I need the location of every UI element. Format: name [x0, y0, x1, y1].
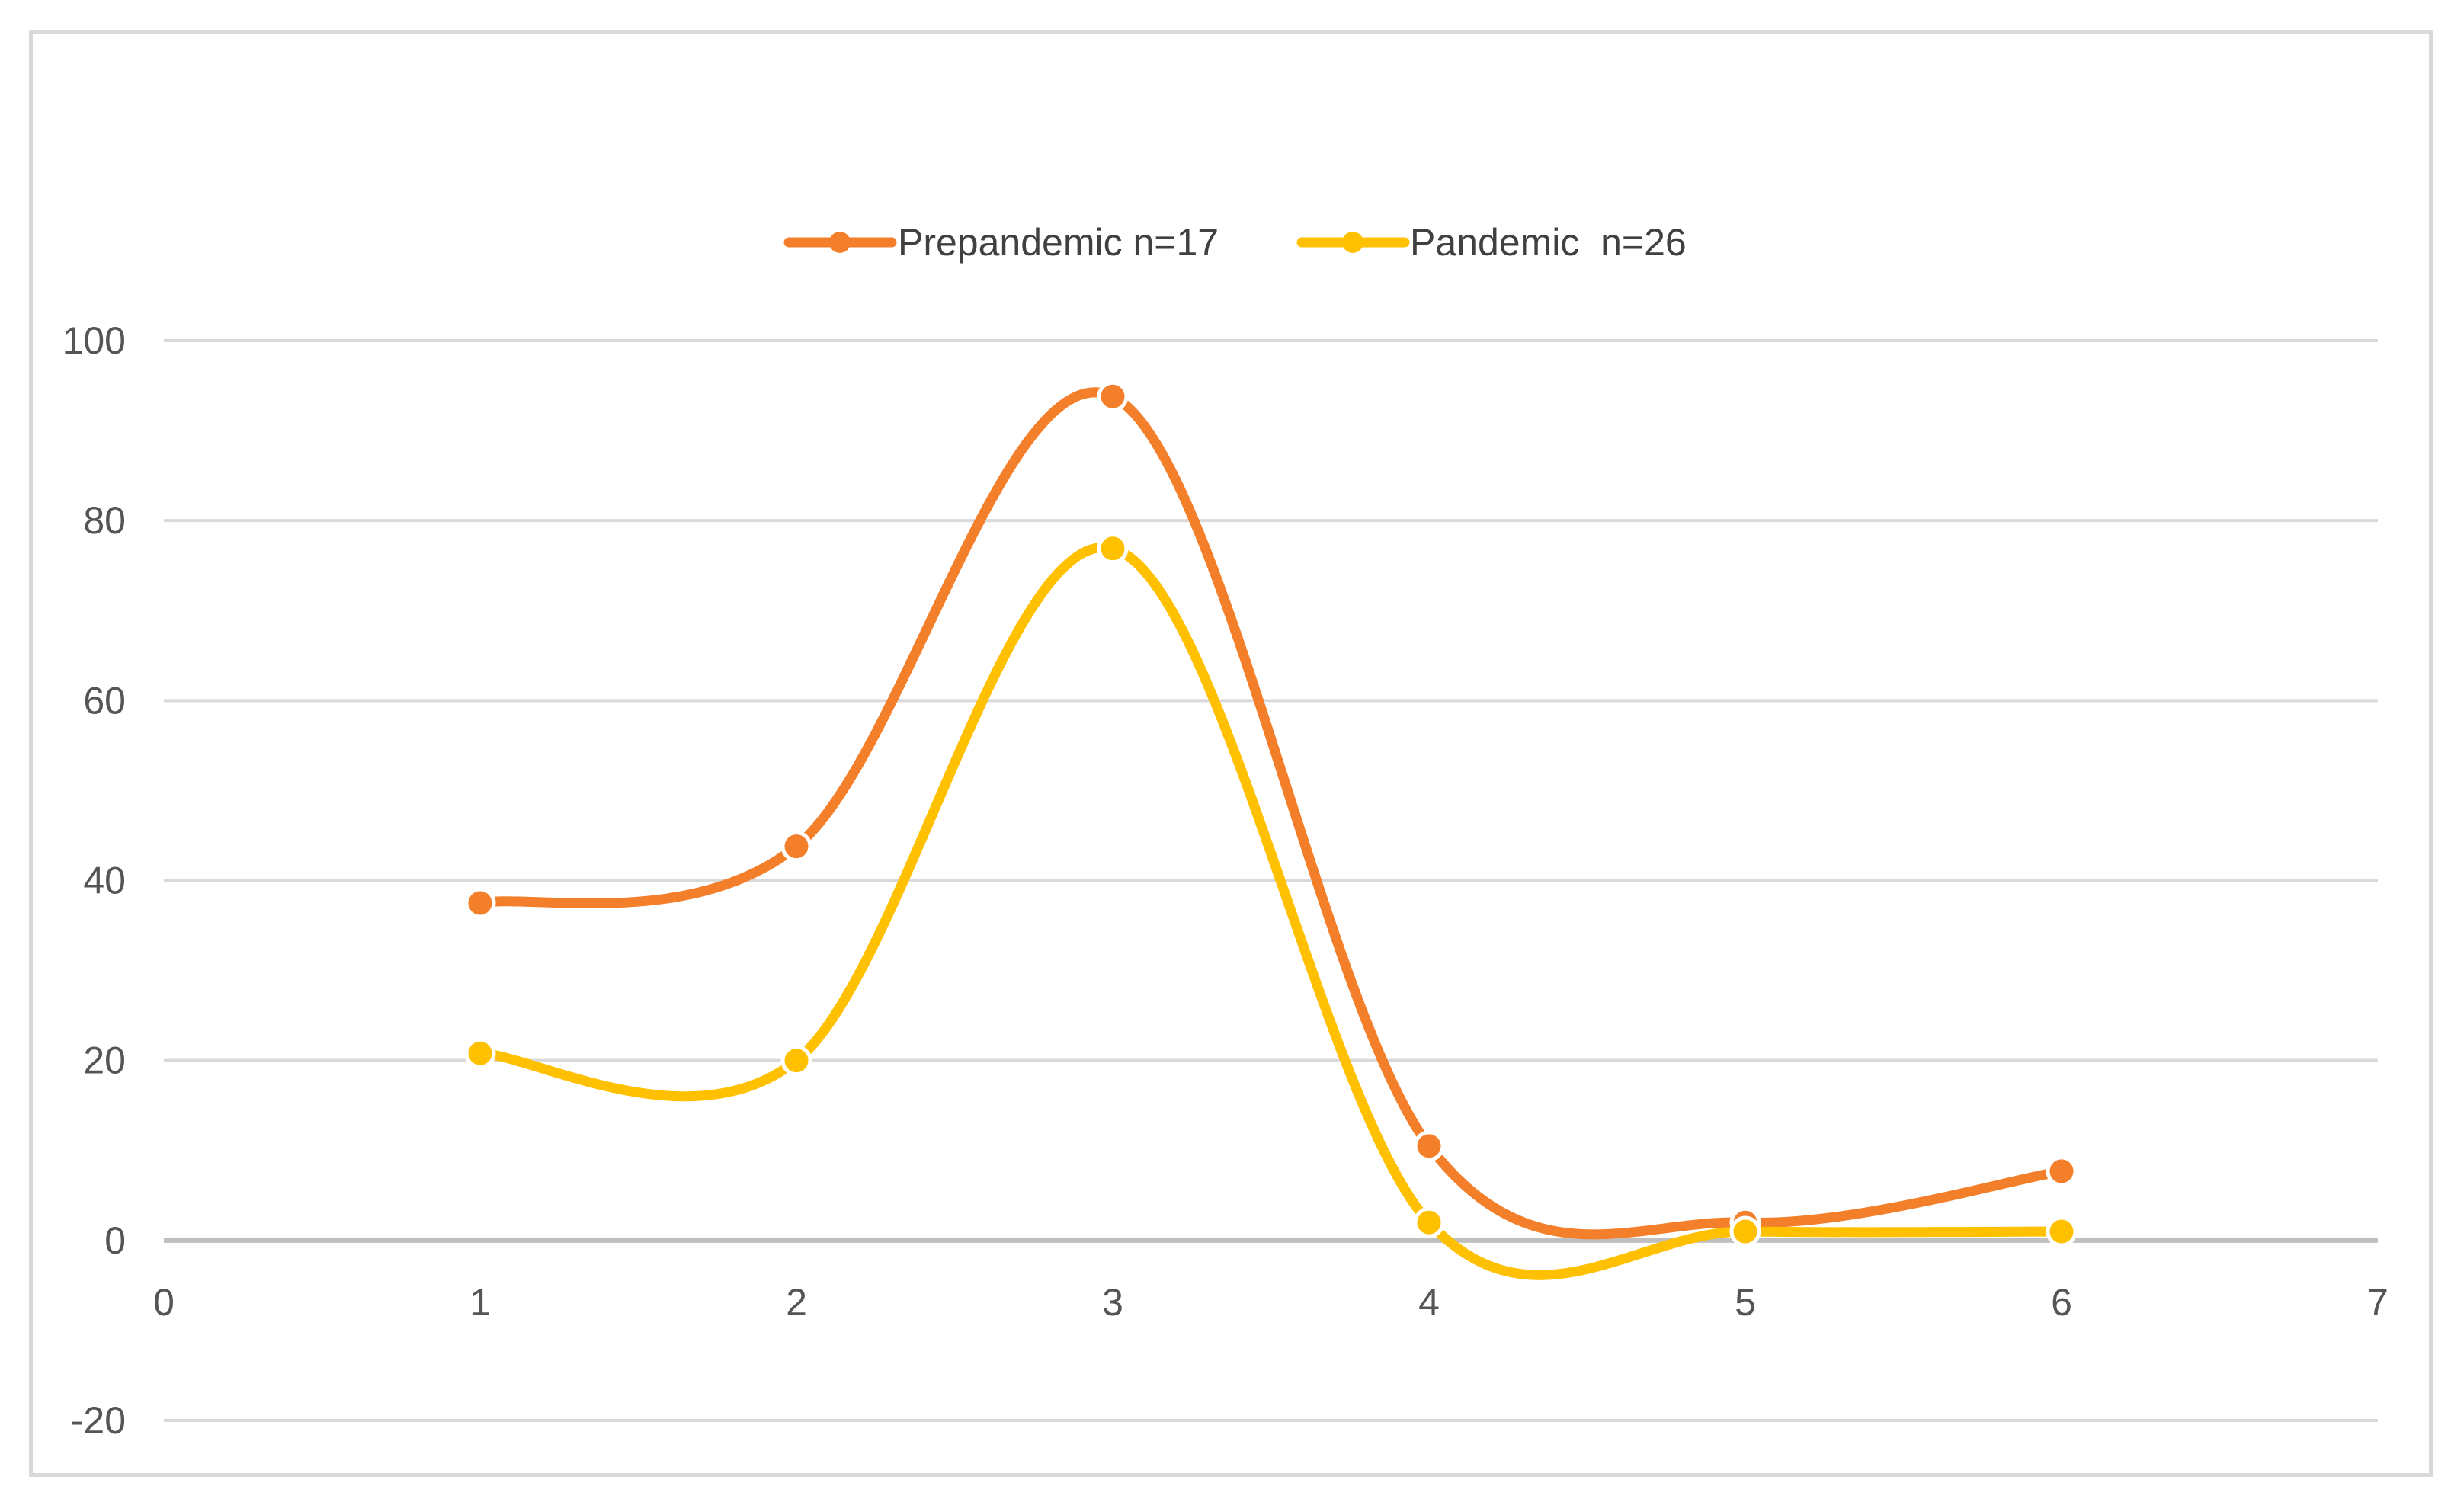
data-point — [1097, 533, 1129, 565]
x-tick-label: 3 — [1102, 1281, 1123, 1324]
y-tick-label: 40 — [83, 860, 126, 902]
x-tick-label: 0 — [153, 1281, 175, 1324]
y-axis-tick-labels: 100 80 60 40 20 0 -20 — [62, 319, 126, 1442]
legend-entry: Prepandemic n=17 — [783, 221, 1219, 264]
data-point — [780, 1045, 812, 1077]
series-line — [475, 387, 2067, 1240]
legend-marker-swatch — [829, 232, 851, 253]
legend-label: Prepandemic n=17 — [898, 221, 1219, 264]
legend-entry: Pandemic n=26 — [1296, 221, 1687, 264]
x-tick-label: 2 — [786, 1281, 807, 1324]
legend: Prepandemic n=17 Pandemic n=26 — [783, 221, 1687, 264]
legend-label: Pandemic n=26 — [1410, 221, 1687, 264]
series-layer — [464, 380, 2078, 1280]
gridlines — [164, 339, 2378, 1422]
y-tick-label: -20 — [71, 1399, 126, 1442]
series-pandemic — [464, 533, 2078, 1280]
data-point — [2046, 1155, 2078, 1187]
x-tick-label: 5 — [1735, 1281, 1756, 1324]
y-tick-label: 20 — [83, 1039, 126, 1082]
x-tick-label: 6 — [2051, 1281, 2072, 1324]
x-tick-label: 4 — [1418, 1281, 1440, 1324]
y-tick-label: 60 — [83, 679, 126, 722]
y-tick-label: 80 — [83, 499, 126, 542]
data-point — [1413, 1206, 1445, 1238]
data-point — [1097, 380, 1129, 412]
series-line — [475, 542, 2067, 1280]
x-tick-label: 7 — [2367, 1281, 2389, 1324]
legend-marker-swatch — [1342, 232, 1363, 253]
data-point — [464, 1037, 496, 1069]
data-point — [2046, 1215, 2078, 1247]
y-tick-label: 0 — [104, 1219, 126, 1262]
data-point — [464, 887, 496, 919]
y-tick-label: 100 — [62, 319, 126, 362]
series-prepandemic — [464, 380, 2078, 1240]
data-point — [780, 831, 812, 863]
data-point — [1413, 1130, 1445, 1162]
x-tick-label: 1 — [469, 1281, 491, 1324]
data-point — [1729, 1215, 1761, 1247]
x-axis-tick-labels: 0 1 2 3 4 5 6 7 — [153, 1281, 2389, 1324]
